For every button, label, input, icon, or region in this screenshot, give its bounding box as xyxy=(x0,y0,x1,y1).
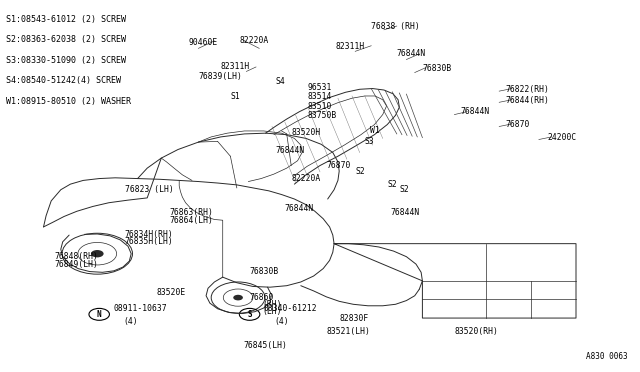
Text: 82220A: 82220A xyxy=(240,36,269,45)
Text: 96531: 96531 xyxy=(307,83,332,92)
Circle shape xyxy=(233,295,243,301)
Text: 83750B: 83750B xyxy=(307,111,337,120)
Text: 83520(RH): 83520(RH) xyxy=(454,327,499,336)
Text: 76870: 76870 xyxy=(326,161,351,170)
Text: W1:08915-80510 (2) WASHER: W1:08915-80510 (2) WASHER xyxy=(6,97,131,106)
Text: 76844(RH): 76844(RH) xyxy=(506,96,550,105)
Text: 76848(RH): 76848(RH) xyxy=(54,252,99,261)
Text: 83514: 83514 xyxy=(307,92,332,101)
Text: 08340-61212: 08340-61212 xyxy=(264,304,317,313)
Text: 76845(LH): 76845(LH) xyxy=(243,341,287,350)
Text: N: N xyxy=(97,310,102,319)
Text: 76844N: 76844N xyxy=(461,107,490,116)
Text: S2: S2 xyxy=(355,167,365,176)
Text: 76844N: 76844N xyxy=(285,204,314,213)
Text: 82311H: 82311H xyxy=(221,62,250,71)
Text: 83510: 83510 xyxy=(307,102,332,110)
Text: 76849(LH): 76849(LH) xyxy=(54,260,99,269)
Text: 76835H(LH): 76835H(LH) xyxy=(125,237,173,246)
Text: 82311H: 82311H xyxy=(336,42,365,51)
Text: 82830F: 82830F xyxy=(339,314,369,323)
Text: 08911-10637: 08911-10637 xyxy=(113,304,167,313)
Text: S4:08540-51242(4) SCREW: S4:08540-51242(4) SCREW xyxy=(6,76,122,85)
Text: 76830B: 76830B xyxy=(422,64,452,73)
Text: S: S xyxy=(247,310,252,319)
Text: 83520H: 83520H xyxy=(291,128,321,137)
Text: 76844N: 76844N xyxy=(397,49,426,58)
Text: A830 0063: A830 0063 xyxy=(586,352,627,361)
Text: 24200C: 24200C xyxy=(547,133,577,142)
Text: S3: S3 xyxy=(365,137,374,146)
Text: 76863(RH): 76863(RH) xyxy=(170,208,214,217)
Text: 76844N: 76844N xyxy=(390,208,420,217)
Text: S4: S4 xyxy=(275,77,285,86)
Text: 82220A: 82220A xyxy=(291,174,321,183)
Text: S1:08543-61012 (2) SCREW: S1:08543-61012 (2) SCREW xyxy=(6,15,127,24)
Text: 76834H(RH): 76834H(RH) xyxy=(125,230,173,239)
Text: S2:08363-62038 (2) SCREW: S2:08363-62038 (2) SCREW xyxy=(6,35,127,44)
Text: 76823 (LH): 76823 (LH) xyxy=(125,185,173,194)
Text: 83521(LH): 83521(LH) xyxy=(326,327,371,336)
Text: 76870: 76870 xyxy=(506,120,530,129)
Text: 76838 (RH): 76838 (RH) xyxy=(371,22,420,31)
Text: 90460E: 90460E xyxy=(189,38,218,47)
Text: S2: S2 xyxy=(387,180,397,189)
Text: S3:08330-51090 (2) SCREW: S3:08330-51090 (2) SCREW xyxy=(6,56,127,65)
Text: (4): (4) xyxy=(124,317,138,326)
Text: S1: S1 xyxy=(230,92,240,101)
Text: 76844N: 76844N xyxy=(275,146,305,155)
Text: 76830B: 76830B xyxy=(250,267,279,276)
Text: 83520E: 83520E xyxy=(157,288,186,296)
Text: (RH): (RH) xyxy=(262,300,282,309)
Text: (LH): (LH) xyxy=(262,307,282,316)
Text: 76860: 76860 xyxy=(250,293,274,302)
Text: 76864(LH): 76864(LH) xyxy=(170,216,214,225)
Text: (4): (4) xyxy=(274,317,289,326)
Circle shape xyxy=(91,250,104,257)
Text: W1: W1 xyxy=(370,126,380,135)
Text: S2: S2 xyxy=(400,185,410,194)
Text: 76822(RH): 76822(RH) xyxy=(506,85,550,94)
Text: 76839(LH): 76839(LH) xyxy=(198,72,243,81)
